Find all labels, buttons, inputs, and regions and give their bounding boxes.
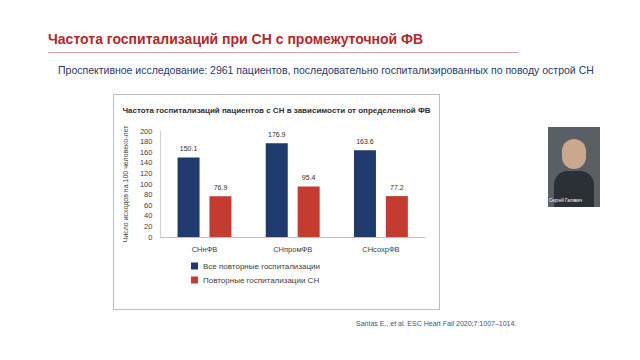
svg-text:140: 140	[140, 158, 153, 167]
html-text:Частота госпитализаций при СН: Частота госпитализаций при СН с промежут…	[48, 31, 424, 47]
svg-text:160: 160	[140, 148, 153, 157]
svg-text:Частота госпитализаций пациент: Частота госпитализаций пациентов с СН в …	[122, 106, 430, 115]
svg-text:0: 0	[148, 233, 152, 242]
svg-text:40: 40	[144, 211, 152, 220]
svg-text:20: 20	[144, 222, 152, 231]
svg-text:77.2: 77.2	[390, 184, 404, 191]
html-text:Сергей Галявич: Сергей Галявич	[549, 198, 583, 203]
svg-text:СНпромФВ: СНпромФВ	[273, 245, 312, 254]
svg-text:163.6: 163.6	[356, 138, 374, 145]
svg-text:80: 80	[144, 190, 152, 199]
html-text:Проспективное исследование: 29: Проспективное исследование: 2961 пациент…	[58, 64, 594, 76]
svg-text:200: 200	[140, 127, 153, 136]
svg-text:95.4: 95.4	[302, 174, 316, 181]
svg-text:Повторные госпитализации СН: Повторные госпитализации СН	[203, 276, 319, 285]
svg-text:Число исходов на 100 человеко-: Число исходов на 100 человеко-лет	[122, 125, 130, 243]
svg-text:150.1: 150.1	[180, 145, 198, 152]
html-text:Santas E., et al. ESC Heart Fa: Santas E., et al. ESC Heart Fail 2020;7:…	[356, 320, 517, 327]
svg-text:76.9: 76.9	[214, 184, 228, 191]
svg-text:180: 180	[140, 137, 153, 146]
svg-text:176.9: 176.9	[268, 131, 286, 138]
svg-text:120: 120	[140, 169, 153, 178]
svg-text:СНнФВ: СНнФВ	[192, 245, 218, 254]
svg-text:Все повторные госпитализации: Все повторные госпитализации	[203, 262, 320, 271]
svg-text:СНсохрФВ: СНсохрФВ	[362, 245, 399, 254]
svg-text:60: 60	[144, 201, 152, 210]
svg-text:100: 100	[140, 180, 153, 189]
